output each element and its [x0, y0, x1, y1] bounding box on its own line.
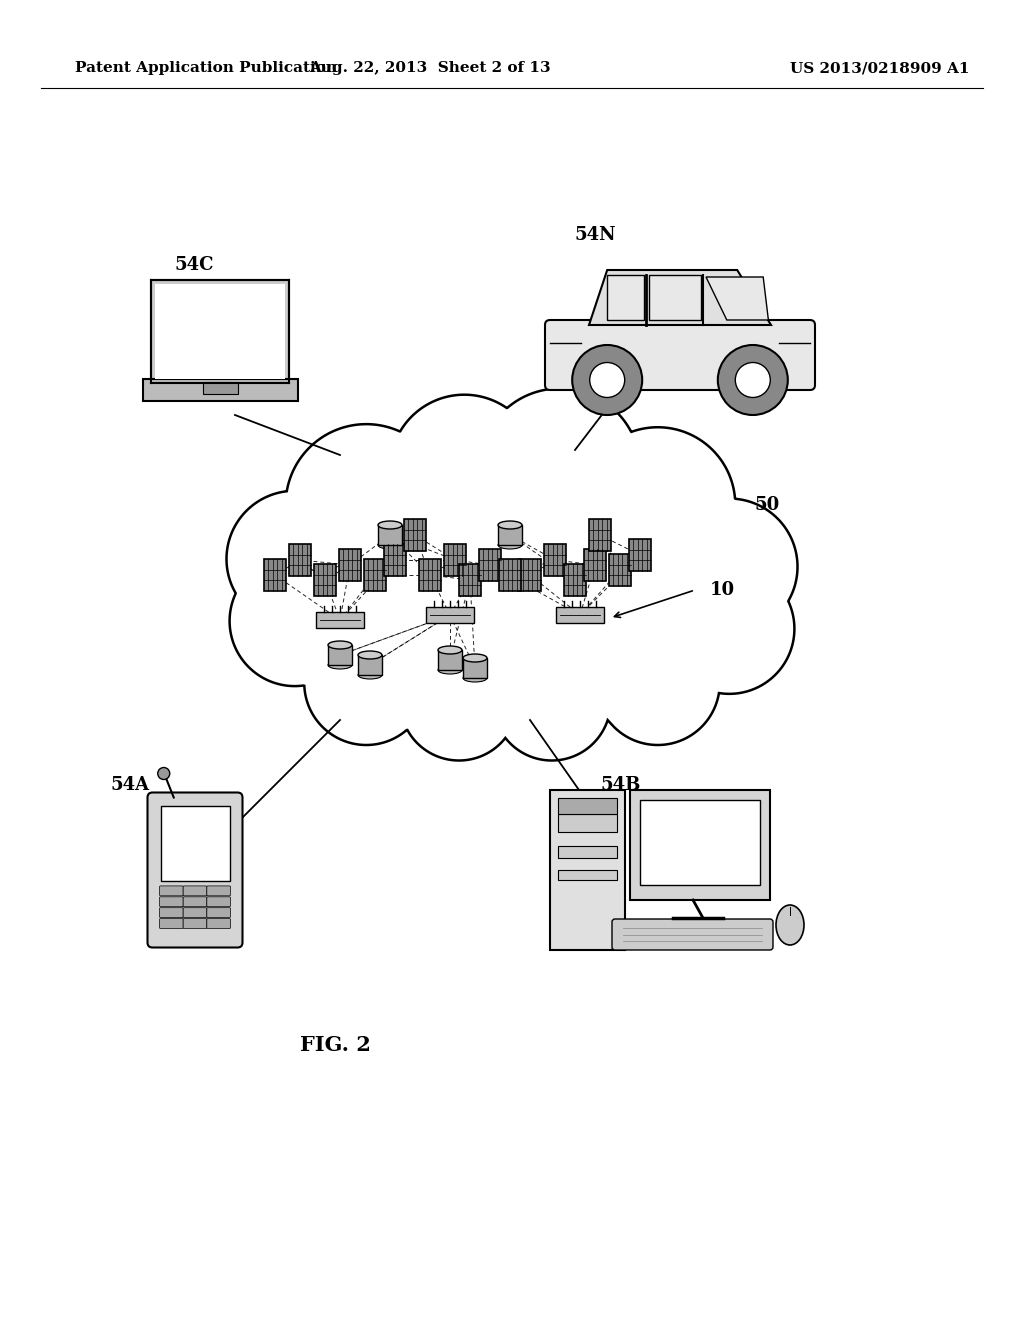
FancyBboxPatch shape [558, 846, 617, 858]
FancyBboxPatch shape [550, 789, 625, 950]
Text: Patent Application Publication: Patent Application Publication [75, 61, 337, 75]
FancyBboxPatch shape [203, 381, 238, 393]
FancyBboxPatch shape [289, 544, 311, 576]
FancyBboxPatch shape [479, 549, 501, 581]
Text: 54C: 54C [175, 256, 214, 275]
Polygon shape [607, 275, 644, 319]
FancyBboxPatch shape [558, 799, 617, 814]
Polygon shape [226, 388, 798, 760]
FancyBboxPatch shape [630, 789, 770, 900]
FancyBboxPatch shape [556, 607, 604, 623]
FancyBboxPatch shape [183, 919, 207, 928]
FancyBboxPatch shape [498, 525, 522, 545]
FancyBboxPatch shape [558, 870, 617, 880]
Ellipse shape [358, 671, 382, 678]
FancyBboxPatch shape [384, 544, 406, 576]
FancyBboxPatch shape [314, 564, 336, 597]
Ellipse shape [378, 541, 402, 549]
Polygon shape [649, 275, 700, 319]
FancyBboxPatch shape [444, 544, 466, 576]
FancyBboxPatch shape [519, 558, 541, 591]
Circle shape [590, 363, 625, 397]
FancyBboxPatch shape [558, 814, 617, 832]
FancyBboxPatch shape [589, 519, 611, 550]
Ellipse shape [378, 521, 402, 529]
Ellipse shape [358, 651, 382, 659]
FancyBboxPatch shape [183, 908, 207, 917]
FancyBboxPatch shape [426, 607, 474, 623]
Ellipse shape [776, 906, 804, 945]
FancyBboxPatch shape [155, 284, 285, 379]
Text: 54A: 54A [110, 776, 150, 795]
FancyBboxPatch shape [564, 564, 586, 597]
FancyBboxPatch shape [629, 539, 651, 572]
Ellipse shape [463, 653, 487, 663]
Ellipse shape [463, 675, 487, 682]
Polygon shape [706, 277, 768, 319]
FancyBboxPatch shape [419, 558, 441, 591]
FancyBboxPatch shape [339, 549, 361, 581]
FancyBboxPatch shape [612, 919, 773, 950]
FancyBboxPatch shape [151, 280, 289, 383]
FancyBboxPatch shape [207, 908, 230, 917]
FancyBboxPatch shape [207, 896, 230, 907]
FancyBboxPatch shape [207, 886, 230, 896]
Circle shape [735, 363, 770, 397]
FancyBboxPatch shape [609, 554, 631, 586]
FancyBboxPatch shape [640, 800, 760, 884]
FancyBboxPatch shape [463, 657, 487, 678]
Ellipse shape [328, 642, 352, 649]
FancyBboxPatch shape [183, 886, 207, 896]
FancyBboxPatch shape [499, 558, 521, 591]
Polygon shape [589, 271, 771, 325]
FancyBboxPatch shape [459, 564, 481, 597]
Ellipse shape [438, 645, 462, 653]
Ellipse shape [438, 667, 462, 675]
FancyBboxPatch shape [378, 525, 402, 545]
FancyBboxPatch shape [584, 549, 606, 581]
FancyBboxPatch shape [358, 655, 382, 675]
Text: 10: 10 [710, 581, 735, 599]
Text: 54B: 54B [600, 776, 640, 795]
FancyBboxPatch shape [438, 649, 462, 671]
FancyBboxPatch shape [160, 908, 183, 917]
FancyBboxPatch shape [316, 612, 364, 628]
Circle shape [158, 767, 170, 780]
FancyBboxPatch shape [160, 886, 183, 896]
FancyBboxPatch shape [364, 558, 386, 591]
Circle shape [572, 345, 642, 414]
FancyBboxPatch shape [183, 896, 207, 907]
FancyBboxPatch shape [161, 805, 229, 880]
Ellipse shape [328, 661, 352, 669]
Text: 54N: 54N [575, 226, 616, 244]
Ellipse shape [498, 521, 522, 529]
Text: 50: 50 [755, 496, 780, 513]
Text: FIG. 2: FIG. 2 [300, 1035, 371, 1055]
FancyBboxPatch shape [160, 896, 183, 907]
FancyBboxPatch shape [207, 919, 230, 928]
FancyBboxPatch shape [264, 558, 286, 591]
FancyBboxPatch shape [147, 792, 243, 948]
FancyBboxPatch shape [544, 544, 566, 576]
Ellipse shape [498, 541, 522, 549]
Text: Aug. 22, 2013  Sheet 2 of 13: Aug. 22, 2013 Sheet 2 of 13 [309, 61, 551, 75]
FancyBboxPatch shape [160, 919, 183, 928]
Circle shape [718, 345, 787, 414]
FancyBboxPatch shape [404, 519, 426, 550]
Text: US 2013/0218909 A1: US 2013/0218909 A1 [791, 61, 970, 75]
FancyBboxPatch shape [545, 319, 815, 389]
FancyBboxPatch shape [328, 645, 352, 665]
FancyBboxPatch shape [142, 379, 298, 401]
